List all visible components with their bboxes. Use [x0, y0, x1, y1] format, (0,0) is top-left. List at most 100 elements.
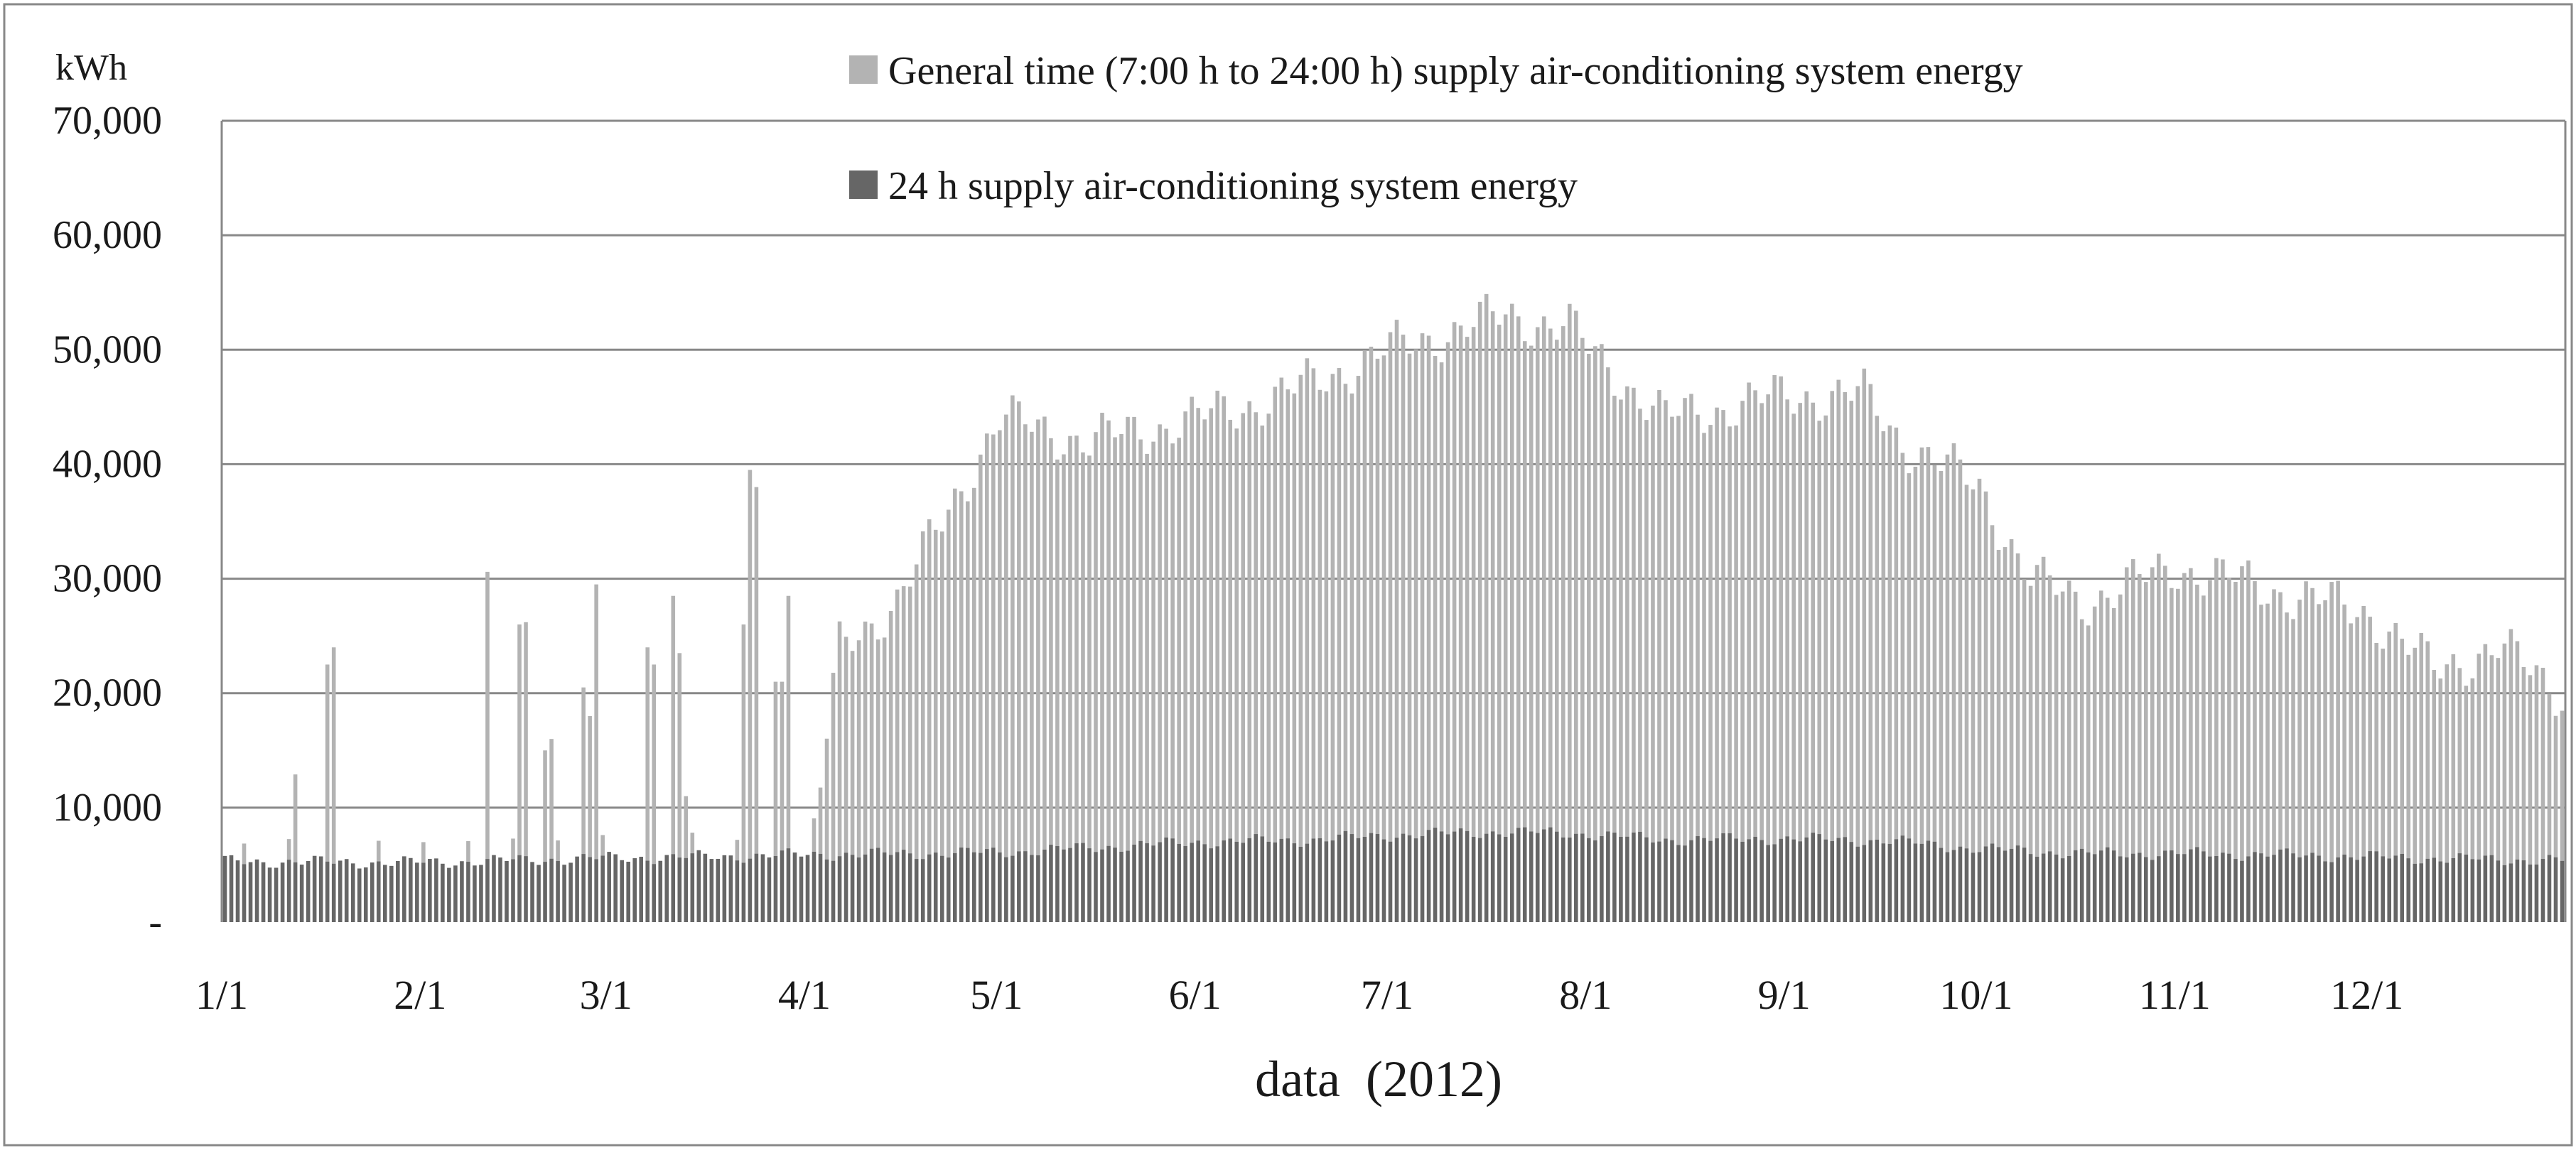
bar-24h-supply	[1119, 851, 1123, 922]
bar-24h-supply	[2022, 848, 2027, 922]
bar-24h-supply	[985, 849, 989, 922]
x-tick-label: 1/1	[195, 972, 248, 1018]
bar-24h-supply	[2208, 856, 2212, 922]
bar-general-time	[1465, 337, 1470, 831]
bar-general-time	[1913, 467, 1918, 844]
bar-24h-supply	[2079, 848, 2084, 922]
bar-24h-supply	[677, 857, 682, 922]
bar-general-time	[286, 839, 291, 860]
bar-general-time	[1638, 408, 1642, 832]
bar-general-time	[1734, 425, 1738, 839]
bar-24h-supply	[235, 860, 240, 922]
bar-24h-supply	[2195, 847, 2199, 922]
bar-general-time	[1644, 420, 1649, 838]
bar-24h-supply	[1971, 852, 1976, 922]
x-tick-label: 10/1	[1939, 972, 2012, 1018]
bar-24h-supply	[1183, 845, 1187, 922]
bar-24h-supply	[1811, 833, 1816, 922]
bar-24h-supply	[2445, 862, 2450, 922]
bar-24h-supply	[1190, 843, 1194, 922]
bar-general-time	[1087, 455, 1092, 849]
bar-general-time	[2381, 649, 2385, 857]
bar-24h-supply	[850, 855, 855, 922]
bar-general-time	[2118, 594, 2123, 857]
bar-24h-supply	[1977, 852, 1982, 922]
bar-general-time	[2015, 553, 2020, 846]
bar-24h-supply	[1740, 841, 1745, 922]
bar-general-time	[2361, 605, 2366, 857]
bar-general-time	[485, 571, 490, 860]
bar-24h-supply	[242, 864, 247, 922]
bar-24h-supply	[1497, 834, 1502, 922]
bar-24h-supply	[690, 853, 695, 922]
bar-24h-supply	[537, 865, 541, 922]
bar-24h-supply	[735, 860, 740, 922]
bar-general-time	[1266, 413, 1271, 842]
bar-24h-supply	[1343, 830, 1348, 922]
bar-general-time	[1433, 356, 1438, 828]
bar-24h-supply	[498, 857, 502, 922]
bar-general-time	[556, 840, 560, 862]
bar-general-time	[1983, 491, 1988, 847]
bar-24h-supply	[831, 860, 836, 922]
bar-24h-supply	[447, 867, 451, 922]
bar-general-time	[2355, 617, 2359, 860]
bar-general-time	[1875, 416, 1880, 840]
bar-general-time	[2342, 604, 2346, 855]
bar-24h-supply	[1926, 840, 1931, 922]
bar-24h-supply	[626, 862, 630, 922]
bar-general-time	[1439, 362, 1444, 832]
x-tick-label: 11/1	[2139, 972, 2211, 1018]
bar-general-time	[1728, 426, 1732, 833]
bar-general-time	[1113, 437, 1117, 848]
bar-general-time	[2553, 715, 2558, 857]
bar-24h-supply	[248, 862, 253, 922]
bar-general-time	[2265, 603, 2270, 857]
bar-general-time	[1062, 454, 1066, 850]
bar-24h-supply	[1042, 849, 1047, 922]
bar-24h-supply	[1401, 833, 1406, 922]
bar-general-time	[863, 621, 868, 855]
bar-24h-supply	[2047, 851, 2052, 922]
bar-general-time	[1145, 453, 1149, 844]
bar-general-time	[1413, 349, 1418, 839]
bar-general-time	[1907, 473, 1912, 839]
bar-24h-supply	[2227, 853, 2231, 922]
bar-general-time	[1452, 322, 1457, 832]
bar-general-time	[1394, 320, 1399, 838]
bar-24h-supply	[1932, 841, 1937, 922]
bar-24h-supply	[453, 865, 458, 922]
bar-general-time	[2528, 675, 2533, 865]
bar-24h-supply	[1696, 835, 1700, 922]
bar-24h-supply	[1132, 844, 1136, 922]
bar-general-time	[2105, 597, 2110, 848]
bar-24h-supply	[748, 858, 753, 922]
bar-24h-supply	[620, 860, 624, 922]
bar-24h-supply	[2393, 855, 2398, 922]
bar-24h-supply	[2297, 857, 2302, 922]
legend-label-general-time: General time (7:00 h to 24:00 h) supply …	[888, 49, 2023, 93]
bar-24h-supply	[1247, 838, 1252, 922]
bar-24h-supply	[2502, 865, 2507, 922]
bar-24h-supply	[2349, 857, 2353, 922]
bar-general-time	[1766, 394, 1770, 845]
bar-24h-supply	[1369, 833, 1374, 922]
bar-24h-supply	[1632, 832, 1636, 922]
bar-general-time	[1068, 435, 1072, 848]
y-axis-unit-label: kWh	[55, 48, 127, 88]
bar-24h-supply	[882, 852, 887, 922]
bar-general-time	[1343, 384, 1348, 831]
bar-general-time	[1100, 413, 1104, 850]
bar-general-time	[1785, 399, 1789, 837]
y-tick-labels: - 10,000 20,000 30,000 40,000 50,000 60,000 70,…	[53, 99, 162, 944]
bar-general-time	[1305, 358, 1310, 844]
bar-24h-supply	[2066, 855, 2071, 922]
bar-24h-supply	[1561, 837, 1565, 922]
bar-24h-supply	[1990, 843, 1995, 922]
bar-24h-supply	[1049, 845, 1053, 922]
bar-general-time	[2272, 589, 2276, 855]
bar-24h-supply	[741, 862, 746, 922]
bar-24h-supply	[1362, 836, 1367, 922]
bar-general-time	[2170, 588, 2174, 851]
bar-general-time	[844, 637, 848, 853]
